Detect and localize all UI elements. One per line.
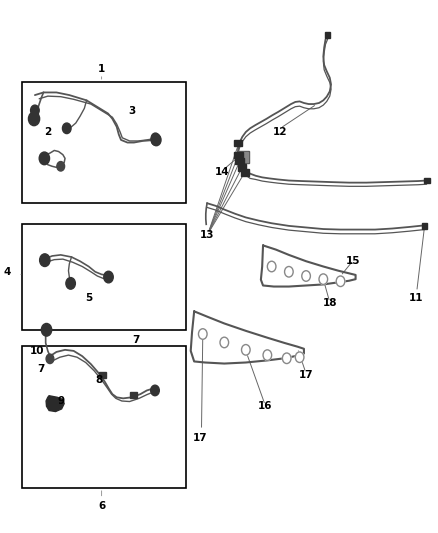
Bar (22, 224, 186, 330)
Text: 18: 18 (322, 298, 337, 309)
Bar (236, 158, 244, 164)
Circle shape (263, 350, 272, 360)
Text: 16: 16 (258, 401, 272, 411)
Text: 2: 2 (44, 127, 51, 137)
Circle shape (66, 278, 75, 289)
Text: 6: 6 (98, 502, 105, 512)
Circle shape (319, 274, 328, 285)
Circle shape (302, 271, 311, 281)
Text: 4: 4 (3, 267, 11, 277)
Text: 9: 9 (57, 396, 64, 406)
Text: 8: 8 (96, 375, 103, 385)
Circle shape (241, 344, 250, 355)
Text: 3: 3 (128, 106, 135, 116)
Bar (22, 345, 186, 488)
Text: 7: 7 (132, 335, 140, 345)
Circle shape (267, 261, 276, 272)
Text: 1: 1 (98, 64, 105, 74)
Bar (22, 82, 186, 203)
Text: 7: 7 (38, 365, 45, 374)
Bar (240, 169, 249, 176)
Text: 17: 17 (299, 369, 314, 379)
Circle shape (41, 324, 52, 336)
Text: 15: 15 (346, 256, 360, 266)
Bar (238, 152, 248, 161)
Circle shape (104, 271, 113, 283)
Circle shape (151, 135, 160, 145)
Text: 14: 14 (215, 166, 230, 176)
Circle shape (28, 112, 39, 126)
Bar (422, 223, 427, 229)
Bar (237, 151, 249, 163)
Circle shape (336, 276, 345, 287)
Circle shape (151, 133, 160, 143)
Circle shape (46, 354, 54, 364)
Text: 5: 5 (85, 293, 92, 303)
Bar (325, 33, 330, 38)
Text: 11: 11 (409, 293, 423, 303)
Text: 10: 10 (30, 346, 44, 356)
Text: 13: 13 (200, 230, 214, 240)
Text: 17: 17 (193, 433, 208, 443)
Circle shape (295, 352, 304, 362)
Bar (424, 178, 430, 183)
Circle shape (63, 123, 71, 134)
Circle shape (152, 134, 161, 146)
Bar (99, 372, 106, 378)
Bar (234, 140, 242, 146)
Text: 12: 12 (273, 127, 287, 137)
Circle shape (151, 385, 159, 395)
Circle shape (57, 161, 64, 171)
Circle shape (39, 152, 49, 165)
Bar (238, 164, 246, 171)
Bar (234, 151, 243, 158)
Circle shape (285, 266, 293, 277)
Circle shape (31, 105, 39, 116)
Circle shape (39, 254, 50, 266)
Bar (130, 392, 138, 398)
Circle shape (220, 337, 229, 348)
Circle shape (283, 353, 291, 364)
Polygon shape (46, 395, 64, 411)
Circle shape (198, 329, 207, 340)
